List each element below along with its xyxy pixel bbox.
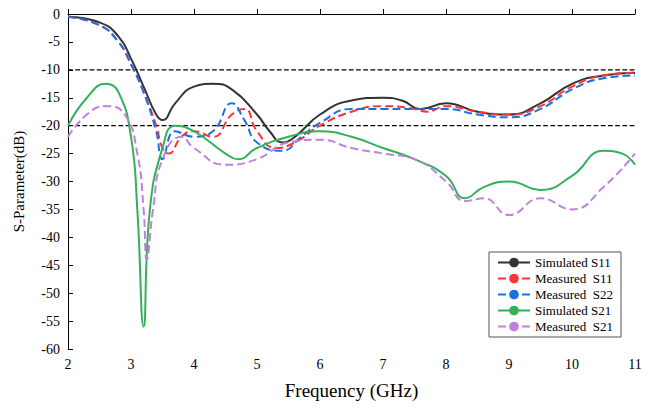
svg-text:Measured S21: Measured S21 [535,319,613,334]
svg-text:11: 11 [628,357,641,372]
svg-text:-5: -5 [48,34,60,49]
svg-text:8: 8 [443,357,450,372]
svg-text:7: 7 [380,357,387,372]
svg-text:-30: -30 [41,174,60,189]
svg-text:-45: -45 [41,258,60,273]
svg-text:6: 6 [317,357,324,372]
svg-text:-35: -35 [41,202,60,217]
svg-text:Measured S11: Measured S11 [535,271,613,286]
svg-text:-15: -15 [41,90,60,105]
svg-text:-25: -25 [41,146,60,161]
svg-text:-50: -50 [41,286,60,301]
svg-text:0: 0 [53,7,60,22]
svg-text:-10: -10 [41,62,60,77]
svg-text:-20: -20 [41,118,60,133]
svg-text:Measured S22: Measured S22 [535,287,613,302]
svg-text:Simulated S21: Simulated S21 [535,303,611,318]
svg-text:-55: -55 [41,314,60,329]
svg-text:Simulated S11: Simulated S11 [535,255,611,270]
svg-text:9: 9 [506,357,513,372]
svg-text:S-Parameter(dB): S-Parameter(dB) [11,131,28,233]
svg-text:2: 2 [65,357,72,372]
svg-text:-40: -40 [41,230,60,245]
svg-text:10: 10 [565,357,579,372]
svg-text:4: 4 [191,357,198,372]
svg-text:Frequency (GHz): Frequency (GHz) [285,380,418,402]
svg-text:-60: -60 [41,342,60,357]
svg-text:3: 3 [128,357,135,372]
svg-text:5: 5 [254,357,261,372]
